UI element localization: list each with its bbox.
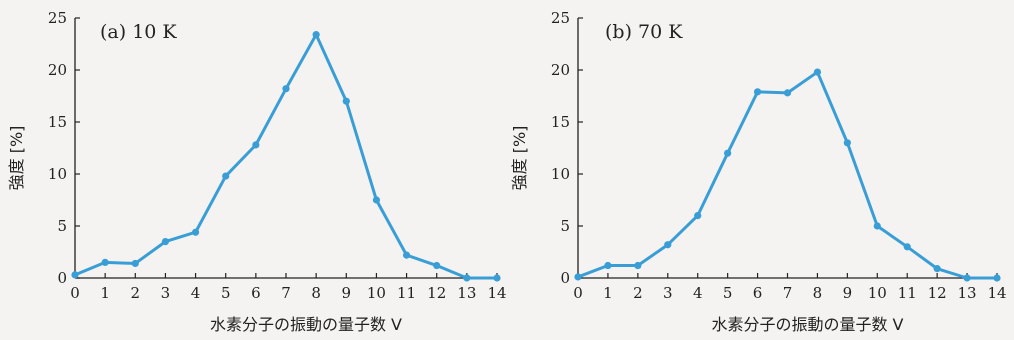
x-tick-label: 6 [251,284,261,302]
x-tick-label: 3 [161,284,171,302]
x-tick-label: 11 [397,284,416,302]
x-tick-label: 3 [663,284,673,302]
x-axis-title: 水素分子の振動の量子数 V [210,315,402,334]
data-point [433,261,441,270]
y-tick-label: 5 [560,217,570,235]
x-tick-label: 9 [843,284,853,302]
x-tick-label: 7 [783,284,793,302]
y-axis-title: 強度 [%] [7,126,26,191]
x-tick-label: 14 [487,284,506,302]
data-point [843,139,851,147]
y-axis-title: 強度 [%] [510,126,529,191]
data-point [694,212,702,220]
data-point [783,89,792,97]
y-tick-label: 0 [57,269,67,287]
data-point [993,274,1001,282]
data-point [634,261,642,270]
x-tick-label: 13 [457,284,476,302]
data-point [252,141,260,149]
y-tick-label: 5 [57,217,67,235]
panel-title: (a) 10 K [100,21,177,43]
data-point [101,258,109,266]
data-point [342,97,350,105]
y-tick-label: 15 [48,113,67,131]
y-tick-label: 10 [551,165,570,183]
data-point [574,273,582,281]
x-tick-label: 1 [100,284,110,302]
data-point [402,251,411,259]
data-point [873,222,881,230]
data-point [903,243,911,251]
series-line [73,33,499,280]
x-tick-label: 0 [573,284,583,302]
data-point [604,261,612,270]
data-point [463,274,471,282]
x-tick-label: 5 [723,284,733,302]
data-point [131,259,139,268]
data-point [71,271,79,279]
x-tick-label: 2 [633,284,643,302]
x-tick-label: 8 [813,284,823,302]
data-point [282,85,290,93]
y-tick-label: 25 [48,9,67,27]
data-point [372,196,381,204]
x-tick-label: 4 [693,284,703,302]
data-point [161,238,170,246]
data-point [753,88,762,96]
x-tick-label: 13 [958,284,977,302]
data-point [222,172,230,180]
data-point [664,241,672,249]
y-tick-label: 10 [48,165,67,183]
y-tick-label: 20 [48,61,67,79]
x-tick-label: 9 [342,284,352,302]
x-tick-label: 14 [987,284,1006,302]
x-tick-label: 0 [70,284,80,302]
x-tick-label: 4 [191,284,201,302]
data-point [312,31,320,39]
x-axis-title: 水素分子の振動の量子数 V [711,315,903,334]
data-point [963,274,971,282]
x-tick-label: 8 [311,284,321,302]
x-tick-label: 7 [281,284,291,302]
data-point [191,228,200,236]
x-tick-label: 12 [427,284,446,302]
y-tick-label: 25 [551,9,570,27]
x-tick-label: 12 [928,284,947,302]
data-point [724,149,732,157]
x-tick-label: 1 [603,284,613,302]
x-tick-label: 11 [898,284,917,302]
data-point [493,274,501,282]
y-tick-label: 15 [551,113,570,131]
data-point [933,265,941,273]
x-tick-label: 6 [753,284,763,302]
x-tick-label: 10 [868,284,887,302]
x-tick-label: 10 [367,284,386,302]
y-tick-label: 20 [551,61,570,79]
x-tick-label: 5 [221,284,231,302]
y-tick-label: 0 [560,269,570,287]
data-point [813,68,822,76]
x-tick-label: 2 [131,284,141,302]
panel-title: (b) 70 K [605,21,683,43]
series-line [576,70,999,280]
